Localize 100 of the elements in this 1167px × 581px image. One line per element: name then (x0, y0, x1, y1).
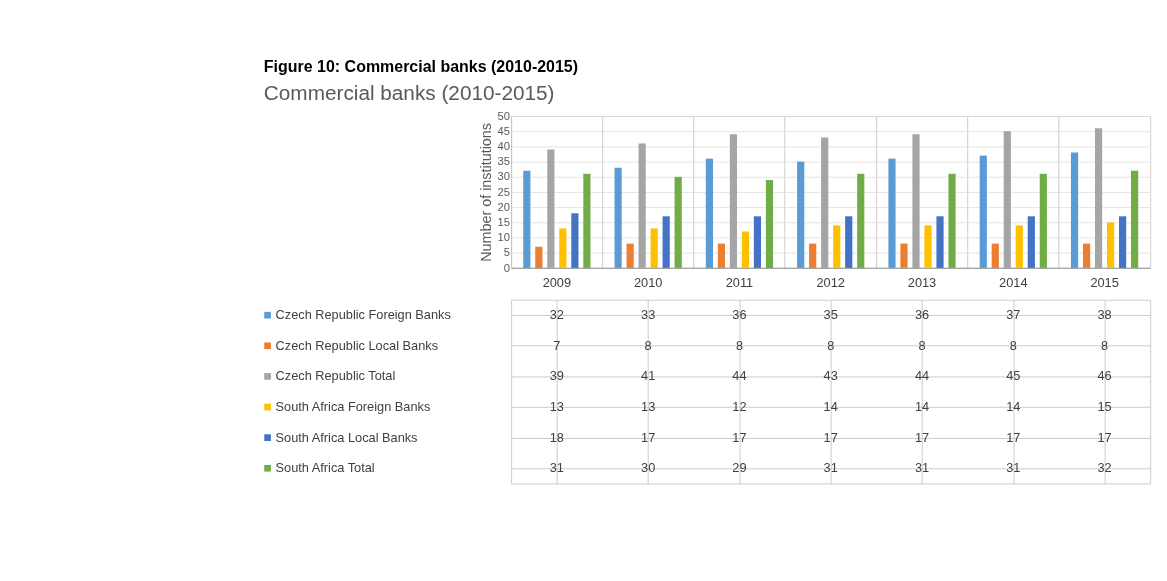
data-label: 32 (1097, 460, 1112, 476)
bar (1070, 152, 1079, 268)
data-label: 37 (1006, 307, 1021, 323)
x-tick-label: 2013 (907, 274, 937, 290)
bar (741, 231, 750, 268)
bar (1131, 170, 1139, 268)
bar (650, 228, 658, 268)
bar (1027, 216, 1035, 268)
data-label: 13 (641, 399, 656, 415)
data-label: 46 (1097, 368, 1112, 384)
data-label: 18 (549, 429, 564, 445)
data-label: 39 (549, 368, 564, 384)
bar (888, 158, 896, 268)
y-tick-label: 10 (497, 231, 511, 244)
data-label: 8 (1009, 337, 1017, 353)
y-tick-label: 30 (497, 170, 511, 183)
data-label: 29 (732, 460, 747, 476)
bar (797, 161, 805, 268)
data-label: 32 (549, 307, 564, 323)
data-label: 44 (914, 368, 930, 384)
bar (547, 149, 555, 268)
data-label: 15 (1097, 399, 1112, 415)
data-label: 8 (644, 337, 652, 353)
bar (1003, 131, 1011, 268)
legend-label: Czech Republic Total (275, 368, 396, 384)
y-tick-label: 20 (497, 200, 511, 213)
data-label: 35 (823, 307, 838, 323)
bar (924, 225, 932, 268)
x-tick-label: 2009 (542, 274, 572, 290)
x-tick-label: 2010 (633, 274, 663, 290)
data-label: 38 (1097, 307, 1112, 323)
bar (979, 155, 987, 268)
data-label: 36 (732, 307, 747, 323)
bar (1082, 243, 1091, 268)
legend-label: Czech Republic Local Banks (275, 337, 439, 353)
bar (626, 243, 634, 268)
bar (1094, 128, 1103, 268)
data-label: 31 (549, 460, 564, 476)
data-label: 12 (732, 399, 747, 415)
bar (674, 176, 682, 268)
data-label: 17 (641, 429, 656, 445)
data-label: 8 (827, 337, 835, 353)
bar (753, 216, 762, 268)
bar (1119, 216, 1127, 268)
y-tick-label: 5 (503, 246, 511, 259)
legend-label: South Africa Total (275, 460, 375, 476)
data-label: 8 (918, 337, 926, 353)
data-label: 17 (823, 429, 838, 445)
data-label: 17 (1006, 429, 1021, 445)
bar (662, 216, 670, 268)
bar (948, 173, 956, 268)
x-tick-label: 2012 (816, 274, 845, 290)
chart-subtitle: Commercial banks (2010-2015) (263, 80, 555, 104)
bar (900, 243, 908, 268)
bar (1015, 225, 1023, 268)
data-label: 14 (914, 399, 930, 415)
legend-label: South Africa Foreign Banks (275, 399, 431, 415)
y-tick-label: 0 (503, 261, 511, 274)
data-label: 31 (823, 460, 838, 476)
bar (535, 246, 543, 268)
data-label: 7 (553, 337, 561, 353)
data-label: 14 (1006, 399, 1021, 415)
data-label: 44 (732, 368, 747, 384)
data-label: 14 (823, 399, 838, 415)
bar (857, 173, 865, 268)
y-tick-label: 40 (497, 140, 511, 153)
bar (717, 243, 726, 268)
data-label: 36 (914, 307, 930, 323)
data-label: 31 (1006, 460, 1021, 476)
bar (821, 137, 829, 268)
y-tick-label: 35 (497, 155, 511, 168)
y-tick-label: 50 (497, 109, 511, 122)
data-label: 8 (735, 337, 743, 353)
bar (705, 158, 713, 268)
data-label: 43 (823, 368, 838, 384)
x-tick-label: 2011 (725, 274, 754, 290)
y-tick-label: 15 (497, 215, 511, 228)
bar (571, 213, 579, 268)
data-label: 45 (1006, 368, 1021, 384)
data-label: 41 (641, 368, 656, 384)
y-axis-title: Number of institutions (478, 122, 495, 262)
bar (765, 179, 774, 268)
data-label: 17 (914, 429, 930, 445)
data-label: 33 (641, 307, 656, 323)
chart-title: Figure 10: Commercial banks (2010-2015) (263, 57, 579, 75)
data-label: 8 (1101, 337, 1109, 353)
data-label: 13 (549, 399, 564, 415)
data-label: 17 (1097, 429, 1112, 445)
legend-label: Czech Republic Foreign Banks (275, 307, 451, 323)
bar (912, 134, 920, 268)
y-tick-label: 45 (497, 124, 511, 137)
legend-label: South Africa Local Banks (275, 429, 418, 445)
bar (729, 134, 738, 268)
bar (845, 216, 853, 268)
bar (559, 228, 567, 268)
bar (1039, 173, 1047, 268)
bar (1106, 222, 1115, 268)
bar (523, 170, 531, 268)
bar (583, 173, 591, 268)
data-label: 17 (732, 429, 747, 445)
